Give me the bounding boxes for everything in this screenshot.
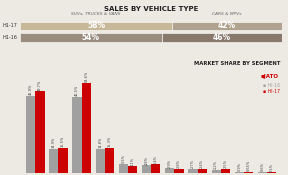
Text: 2.8%: 2.8% — [177, 159, 181, 168]
Text: 2.5%: 2.5% — [223, 159, 228, 168]
Bar — [165, 169, 175, 173]
Text: 2.7%: 2.7% — [191, 159, 195, 168]
Text: ▪ HI-17: ▪ HI-17 — [263, 89, 280, 94]
Bar — [211, 170, 221, 173]
Text: 2.9%: 2.9% — [168, 159, 172, 168]
Text: SALES BY VEHICLE TYPE: SALES BY VEHICLE TYPE — [104, 6, 198, 12]
Bar — [35, 91, 45, 173]
Bar — [72, 97, 82, 173]
Text: 0.65%: 0.65% — [247, 160, 251, 171]
Text: 54%: 54% — [82, 33, 100, 42]
Text: MARKET SHARE BY SEGMENT: MARKET SHARE BY SEGMENT — [194, 61, 280, 66]
Bar — [58, 148, 68, 173]
Text: CARS & MPVs: CARS & MPVs — [213, 12, 242, 16]
Bar — [105, 148, 114, 173]
Text: 46.5%: 46.5% — [75, 85, 79, 96]
Text: 0.9%: 0.9% — [237, 162, 241, 171]
Text: 42%: 42% — [218, 21, 236, 30]
Bar — [198, 169, 207, 173]
Bar — [82, 83, 91, 173]
Text: 0.5%: 0.5% — [270, 163, 274, 172]
Bar — [49, 149, 58, 173]
Bar — [96, 149, 105, 173]
Bar — [20, 22, 172, 30]
Text: 54.6%: 54.6% — [84, 71, 88, 82]
Text: 46%: 46% — [213, 33, 231, 42]
Text: 46.9%: 46.9% — [29, 84, 33, 95]
Text: 4.8%: 4.8% — [145, 156, 149, 164]
Text: 15.3%: 15.3% — [107, 136, 111, 147]
Text: 0.6%: 0.6% — [261, 162, 264, 172]
Bar — [267, 172, 276, 173]
Bar — [162, 33, 282, 42]
Text: 14.9%: 14.9% — [52, 137, 56, 148]
Text: 14.8%: 14.8% — [98, 137, 102, 148]
Bar — [235, 172, 244, 173]
Bar — [221, 169, 230, 173]
Bar — [172, 22, 282, 30]
Bar — [20, 33, 162, 42]
Bar — [142, 165, 151, 173]
Text: 5.5%: 5.5% — [121, 154, 125, 163]
Text: 2.4%: 2.4% — [200, 159, 204, 169]
Text: 49.7%: 49.7% — [38, 79, 42, 90]
Text: ▪JATO: ▪JATO — [261, 74, 279, 79]
Bar — [119, 164, 128, 173]
Text: H1-16: H1-16 — [3, 35, 18, 40]
Text: 2.2%: 2.2% — [214, 160, 218, 169]
Text: 4.1%: 4.1% — [131, 157, 135, 166]
Text: 15.5%: 15.5% — [61, 136, 65, 147]
Bar — [244, 172, 253, 173]
Bar — [26, 96, 35, 173]
Bar — [188, 169, 198, 173]
Text: ▪ HI-16: ▪ HI-16 — [263, 83, 280, 88]
Text: 5.4%: 5.4% — [154, 155, 158, 163]
Bar — [151, 164, 160, 173]
Text: H1-17: H1-17 — [3, 23, 18, 28]
Text: SUVs, TRUCKS & VANS: SUVs, TRUCKS & VANS — [71, 12, 121, 16]
Bar — [128, 166, 137, 173]
Text: 58%: 58% — [87, 21, 105, 30]
Bar — [258, 172, 267, 173]
Bar — [175, 169, 184, 173]
